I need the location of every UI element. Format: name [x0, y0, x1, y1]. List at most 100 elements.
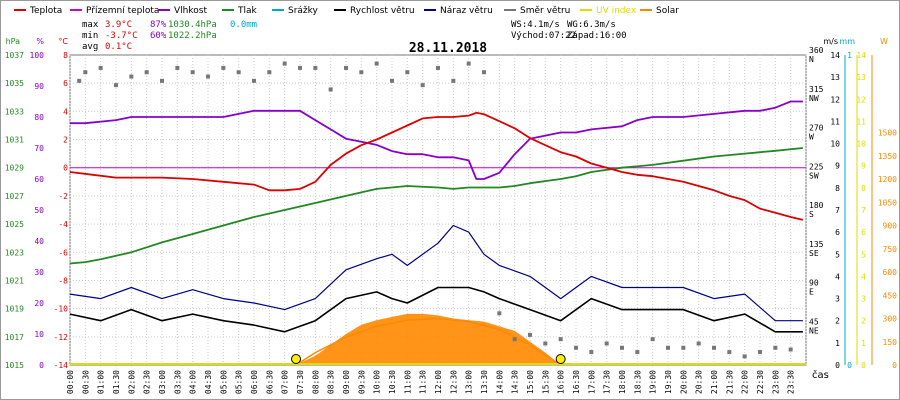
x-tick-label: 09:00 [342, 370, 351, 394]
pressure-tick-label: 1033 [5, 107, 24, 116]
direction-tick-name: NE [809, 326, 819, 335]
x-tick-label: 13:00 [465, 370, 474, 394]
solar-unit-label: W [880, 37, 888, 46]
x-tick-label: 14:30 [511, 370, 520, 394]
wind-tick-label: 5 [835, 250, 840, 259]
x-tick-label: 23:00 [771, 370, 780, 394]
wind-direction-point [758, 350, 762, 355]
x-tick-label: 16:00 [557, 370, 566, 394]
wind-direction-point [681, 345, 686, 350]
wind-direction-point [160, 78, 164, 83]
wind-direction-point [742, 354, 747, 359]
x-tick-label: 22:30 [756, 370, 765, 394]
pressure-tick-label: 1019 [5, 305, 24, 314]
uv-tick-label: 9 [861, 162, 866, 171]
solar-area [70, 313, 806, 366]
sunrise-marker [291, 354, 302, 364]
stats-label: avg [82, 42, 98, 52]
legend-label: Náraz větru [440, 6, 493, 16]
stats-value: 3.9°C [105, 20, 132, 30]
wind-direction-point [696, 341, 701, 346]
wind-direction-point [405, 70, 410, 75]
legend-label: Rychlost větru [350, 6, 415, 16]
x-tick-label: 03:30 [173, 370, 182, 394]
wind-direction-point [558, 337, 563, 342]
humidity-unit-label: % [36, 37, 44, 46]
rain-tick-label: 0 [847, 361, 852, 370]
wind-direction-point [390, 78, 394, 83]
solar-tick-label: 750 [883, 245, 898, 254]
wind-direction-point [359, 70, 364, 75]
wind-direction-point [267, 70, 272, 75]
direction-tick-value: 315 [809, 85, 824, 94]
wind-direction-point [190, 70, 195, 75]
x-tick-label: 19:00 [649, 370, 658, 394]
wind-direction-point [635, 350, 640, 355]
stats-value: 1022.2hPa [168, 31, 217, 41]
x-tick-label: 00:00 [66, 370, 75, 394]
x-tick-label: 22:00 [741, 370, 750, 394]
direction-tick-value: 180 [809, 201, 824, 210]
x-tick-label: 07:30 [296, 370, 305, 394]
stats-panel: max 3.9°C 87% 1030.4hPa 0.0mm min -3.7°C 60% 102… [82, 20, 627, 52]
uv-tick-label: 2 [861, 317, 866, 326]
temperature-tick-label: 4 [63, 107, 68, 116]
temperature-tick-label: 6 [63, 79, 68, 88]
x-tick-label: 04:30 [204, 370, 213, 394]
humidity-tick-label: 90 [34, 82, 44, 91]
direction-tick-value: 225 [809, 162, 824, 171]
wind-tick-label: 1 [835, 339, 840, 348]
uv-tick-label: 4 [861, 272, 866, 281]
uv-tick-label: 11 [856, 117, 866, 126]
wind-tick-label: 8 [835, 184, 840, 193]
uv-tick-label: 13 [856, 73, 866, 82]
uv-tick-label: 6 [861, 228, 866, 237]
wind-direction-point [420, 83, 425, 88]
wind-speed-line [69, 286, 803, 333]
legend-label: UV index [596, 6, 637, 16]
solar-tick-label: 1350 [878, 152, 897, 161]
x-tick-label: 10:30 [388, 370, 397, 394]
wind-direction-point [344, 65, 348, 70]
wind-tick-label: 6 [835, 228, 840, 237]
x-axis-label: čas [812, 369, 829, 381]
x-tick-label: 03:00 [158, 370, 167, 394]
wind-tick-label: 10 [830, 140, 840, 149]
wind-direction-point [512, 337, 517, 342]
wind-direction-point [788, 347, 793, 352]
x-tick-label: 08:00 [311, 370, 320, 394]
uv-tick-label: 14 [856, 51, 866, 60]
wind-tick-label: 7 [835, 206, 840, 215]
x-tick-label: 07:00 [281, 370, 290, 394]
wind-direction-point [175, 65, 180, 70]
humidity-line [70, 100, 803, 180]
humidity-tick-label: 80 [34, 113, 44, 122]
humidity-tick-label: 100 [30, 51, 45, 60]
solar-tick-label: 0 [892, 361, 897, 370]
temperature-tick-label: 8 [63, 51, 68, 60]
wind-direction-point [236, 70, 241, 75]
stats-value: Západ:16:00 [567, 31, 627, 41]
direction-tick-value: 90 [809, 279, 819, 288]
wind-tick-label: 11 [830, 117, 840, 126]
direction-tick-name: N [809, 55, 814, 64]
x-tick-label: 11:00 [403, 370, 412, 394]
pressure-tick-label: 1015 [5, 361, 24, 370]
wind-direction-point [451, 78, 456, 83]
uv-tick-label: 8 [861, 184, 866, 193]
solar-tick-label: 450 [883, 291, 898, 300]
uv-tick-label: 0 [861, 361, 866, 370]
wind-direction-point [328, 87, 333, 92]
stats-value: 1030.4hPa [168, 20, 217, 30]
sunset-marker [555, 354, 566, 364]
x-tick-label: 16:30 [572, 370, 581, 394]
direction-tick-value: 135 [809, 240, 824, 249]
x-tick-label: 15:30 [541, 370, 550, 394]
humidity-tick-label: 30 [34, 268, 44, 277]
stats-label: min [82, 31, 98, 41]
x-tick-label: 18:30 [633, 370, 642, 394]
humidity-tick-label: 40 [34, 237, 44, 246]
solar-tick-label: 150 [883, 338, 898, 347]
solar-tick-label: 300 [883, 315, 898, 324]
